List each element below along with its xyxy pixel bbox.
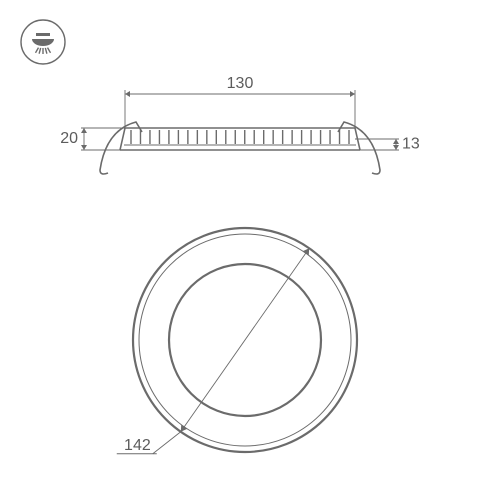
dim-width: 130 <box>227 75 254 92</box>
dim-height-left: 20 <box>60 130 78 147</box>
top-view: 142 <box>117 228 357 454</box>
dim-diameter: 142 <box>124 437 151 454</box>
dim-height-right: 13 <box>402 136 420 153</box>
downlight-icon <box>21 20 65 64</box>
side-view: 130 20 13 <box>60 75 420 174</box>
